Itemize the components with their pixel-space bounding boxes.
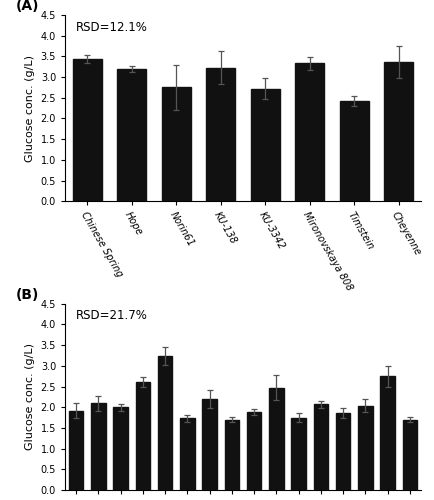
- Text: RSD=12.1%: RSD=12.1%: [76, 20, 148, 34]
- Bar: [314, 404, 328, 490]
- Bar: [403, 420, 417, 490]
- Bar: [380, 376, 395, 490]
- Bar: [295, 64, 324, 202]
- Bar: [269, 388, 284, 490]
- Bar: [91, 403, 106, 490]
- Bar: [113, 407, 128, 490]
- Bar: [136, 382, 150, 490]
- Bar: [340, 101, 369, 202]
- Bar: [384, 62, 413, 202]
- Bar: [291, 418, 306, 490]
- Bar: [247, 412, 261, 490]
- Bar: [117, 69, 146, 202]
- Bar: [162, 88, 191, 202]
- Bar: [206, 68, 235, 202]
- Bar: [225, 420, 239, 490]
- Bar: [202, 399, 217, 490]
- Bar: [336, 412, 350, 490]
- Text: (A): (A): [15, 0, 39, 13]
- Bar: [158, 356, 172, 490]
- Bar: [69, 410, 83, 490]
- Text: RSD=21.7%: RSD=21.7%: [76, 310, 148, 322]
- Bar: [251, 88, 280, 202]
- Y-axis label: Glucose conc. (g/L): Glucose conc. (g/L): [25, 54, 35, 162]
- Y-axis label: Glucose conc. (g/L): Glucose conc. (g/L): [25, 344, 35, 450]
- Text: (B): (B): [15, 288, 39, 302]
- Bar: [358, 406, 373, 490]
- Bar: [73, 60, 102, 202]
- Bar: [180, 418, 195, 490]
